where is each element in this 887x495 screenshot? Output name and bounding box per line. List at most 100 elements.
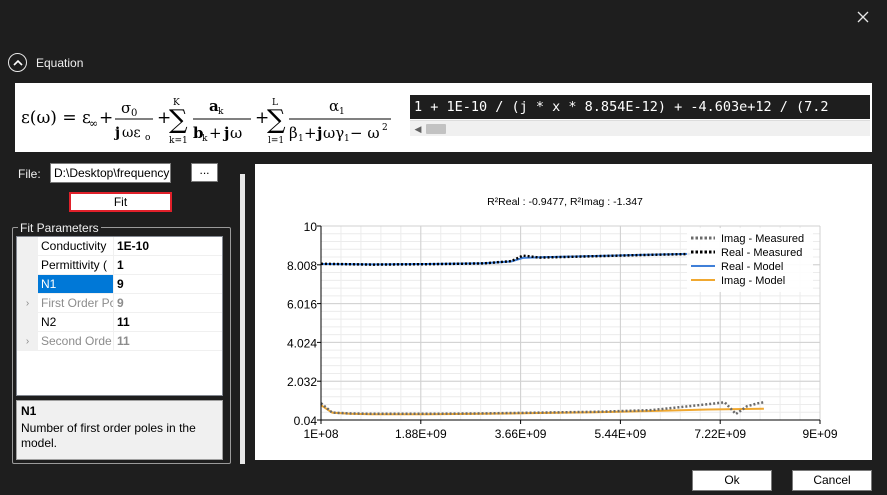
x-tick-label: 3.66E+09 bbox=[495, 427, 547, 441]
property-value[interactable]: 1E-10 bbox=[114, 237, 222, 256]
chevron-up-circle-icon bbox=[8, 53, 27, 72]
svg-text:b: b bbox=[193, 124, 204, 142]
ok-button[interactable]: Ok bbox=[692, 470, 772, 491]
row-expander bbox=[17, 256, 38, 275]
scroll-left-icon[interactable]: ◀ bbox=[414, 124, 422, 134]
close-button[interactable] bbox=[850, 5, 876, 29]
description-title: N1 bbox=[21, 404, 37, 418]
expand-chevron-icon[interactable]: › bbox=[17, 294, 38, 313]
cancel-button[interactable]: Cancel bbox=[792, 470, 872, 491]
svg-text:j: j bbox=[113, 125, 120, 141]
svg-text:− ω: − ω bbox=[350, 124, 380, 142]
fit-parameters-group bbox=[12, 227, 231, 464]
svg-text:+: + bbox=[99, 108, 113, 128]
fit-button[interactable]: Fit bbox=[69, 192, 172, 212]
svg-text:L: L bbox=[272, 98, 278, 108]
property-value[interactable]: 11 bbox=[114, 313, 222, 332]
svg-text:k=1: k=1 bbox=[169, 136, 188, 146]
y-tick-label: 10 bbox=[304, 220, 318, 234]
y-tick-label: 8.008 bbox=[287, 259, 317, 273]
close-icon bbox=[857, 11, 869, 23]
file-label: File: bbox=[18, 167, 41, 181]
svg-text:k: k bbox=[218, 107, 224, 117]
x-tick-label: 1.88E+09 bbox=[395, 427, 447, 441]
equation-horizontal-scrollbar[interactable]: ◀ bbox=[410, 120, 870, 136]
svg-text:j: j bbox=[315, 124, 322, 142]
browse-button[interactable]: ... bbox=[191, 163, 218, 182]
equation-code-box[interactable]: 1 + 1E-10 / (j * x * 8.854E-12) + -4.603… bbox=[410, 95, 870, 140]
legend-label: Imag - Measured bbox=[721, 233, 804, 245]
svg-text:j: j bbox=[222, 124, 229, 142]
x-tick-label: 5.44E+09 bbox=[595, 427, 647, 441]
svg-text:2: 2 bbox=[382, 123, 388, 133]
property-name: Permittivity ( bbox=[38, 256, 114, 275]
property-value: 9 bbox=[114, 294, 222, 313]
svg-text:l=1: l=1 bbox=[268, 136, 284, 146]
series-line-imag-measured bbox=[320, 400, 765, 416]
svg-text:β: β bbox=[289, 124, 298, 142]
property-name: Second Orde bbox=[38, 332, 114, 351]
svg-text:∑: ∑ bbox=[169, 105, 188, 135]
property-grid[interactable]: Conductivity 1E-10 Permittivity ( 1 N1 9… bbox=[16, 236, 223, 396]
property-row-second-order-poles[interactable]: › Second Orde 11 bbox=[17, 332, 222, 351]
equation-label: Equation bbox=[36, 55, 84, 70]
row-expander bbox=[17, 275, 38, 294]
property-value[interactable]: 1 bbox=[114, 256, 222, 275]
property-row-n2[interactable]: N2 11 bbox=[17, 313, 222, 332]
svg-text:ω: ω bbox=[230, 124, 242, 142]
property-value[interactable]: 9 bbox=[114, 275, 222, 294]
svg-text:1: 1 bbox=[339, 107, 345, 117]
panel-splitter[interactable] bbox=[240, 174, 245, 464]
property-value: 11 bbox=[114, 332, 222, 351]
svg-text:+: + bbox=[209, 124, 222, 142]
svg-text:ε(ω) = ε: ε(ω) = ε bbox=[21, 108, 91, 128]
legend-label: Real - Model bbox=[721, 261, 783, 273]
row-expander bbox=[17, 313, 38, 332]
svg-text:o: o bbox=[145, 133, 150, 143]
svg-text:+: + bbox=[304, 124, 317, 142]
property-name: First Order Pc bbox=[38, 294, 114, 313]
svg-text:k: k bbox=[202, 134, 208, 144]
equation-toggle[interactable]: Equation bbox=[8, 53, 83, 72]
legend-label: Real - Measured bbox=[721, 247, 802, 259]
description-text: Number of first order poles in the model… bbox=[21, 421, 196, 450]
legend-box bbox=[687, 228, 813, 292]
property-name: Conductivity bbox=[38, 237, 114, 256]
chart-svg: R²Real : -0.9477, R²Imag : -1.347 1E+08 1… bbox=[287, 196, 838, 441]
fit-parameters-title: Fit Parameters bbox=[18, 221, 101, 235]
equation-code-text[interactable]: 1 + 1E-10 / (j * x * 8.854E-12) + -4.603… bbox=[410, 95, 870, 119]
svg-text:+: + bbox=[157, 108, 171, 128]
property-row-permittivity[interactable]: Permittivity ( 1 bbox=[17, 256, 222, 275]
y-tick-label: 2.032 bbox=[287, 375, 317, 389]
svg-text:ωγ: ωγ bbox=[323, 124, 344, 142]
legend-label: Imag - Model bbox=[721, 275, 785, 287]
expand-chevron-icon[interactable]: › bbox=[17, 332, 38, 351]
x-tick-label: 7.22E+09 bbox=[694, 427, 746, 441]
y-tick-label: 0.04 bbox=[294, 414, 318, 428]
y-tick-label: 6.016 bbox=[287, 298, 317, 312]
equation-formula-image: ε(ω) = ε ∞ + σ 0 j ωε o + K ∑ k=1 a k b … bbox=[21, 97, 391, 146]
file-path-input[interactable]: D:\Desktop\frequency bbox=[50, 163, 171, 183]
svg-text:K: K bbox=[173, 98, 180, 108]
x-tick-label: 9E+09 bbox=[802, 427, 837, 441]
svg-text:α: α bbox=[329, 97, 339, 115]
property-name: N1 bbox=[38, 275, 114, 294]
x-tick-label: 1E+08 bbox=[303, 427, 338, 441]
chart-title: R²Real : -0.9477, R²Imag : -1.347 bbox=[487, 196, 643, 208]
property-row-first-order-poles[interactable]: › First Order Pc 9 bbox=[17, 294, 222, 313]
property-row-n1[interactable]: N1 9 bbox=[17, 275, 222, 294]
svg-text:∞: ∞ bbox=[89, 117, 98, 130]
fit-chart[interactable]: R²Real : -0.9477, R²Imag : -1.347 1E+08 1… bbox=[255, 164, 872, 460]
svg-text:+: + bbox=[255, 108, 269, 128]
property-row-conductivity[interactable]: Conductivity 1E-10 bbox=[17, 237, 222, 256]
svg-text:1: 1 bbox=[344, 134, 350, 144]
series-line-real-measured bbox=[320, 252, 692, 266]
y-tick-label: 4.024 bbox=[287, 336, 317, 350]
svg-text:1: 1 bbox=[298, 134, 304, 144]
svg-text:a: a bbox=[209, 97, 219, 115]
property-description-panel: N1 Number of first order poles in the mo… bbox=[16, 400, 223, 460]
svg-text:0: 0 bbox=[131, 108, 137, 119]
svg-text:∑: ∑ bbox=[267, 105, 286, 135]
scrollbar-thumb[interactable] bbox=[426, 124, 446, 134]
row-expander bbox=[17, 237, 38, 256]
